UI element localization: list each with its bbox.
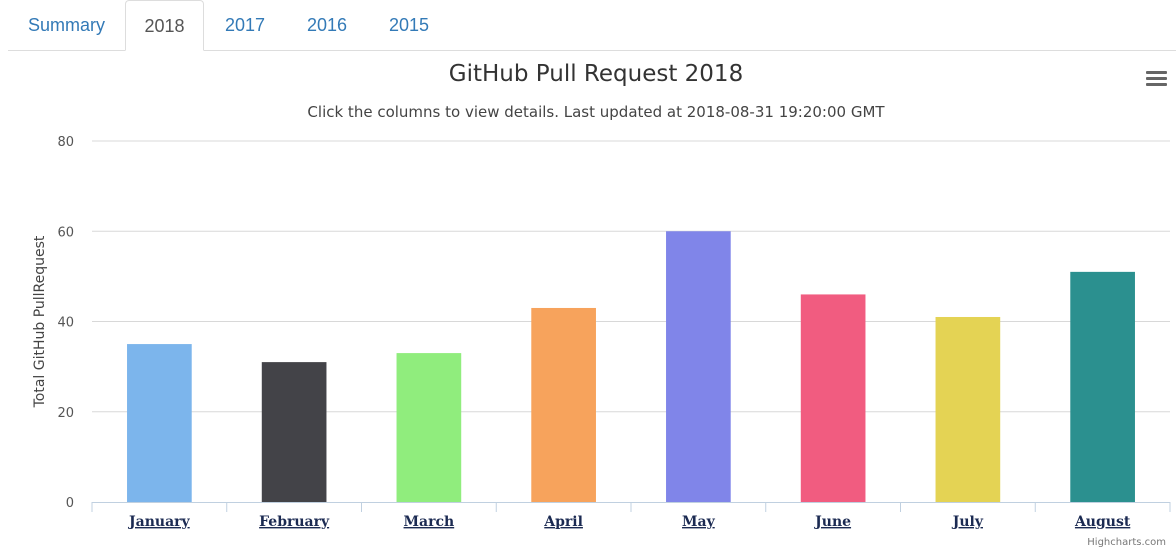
bar-february[interactable] — [261, 362, 327, 502]
year-tabs: Summary 2018 2017 2016 2015 — [8, 0, 1176, 51]
y-tick-label: 20 — [57, 406, 74, 421]
y-tick-label: 0 — [66, 496, 74, 511]
bar-july[interactable] — [935, 316, 1001, 502]
bar-june[interactable] — [800, 294, 866, 502]
chart-title: GitHub Pull Request 2018 — [449, 61, 743, 87]
pull-request-chart: GitHub Pull Request 2018 Click the colum… — [32, 61, 1171, 548]
x-tick-label-march[interactable]: March — [404, 514, 455, 530]
tab-2018[interactable]: 2018 — [125, 0, 204, 51]
tab-2017[interactable]: 2017 — [224, 15, 266, 35]
tab-2016[interactable]: 2016 — [306, 15, 348, 35]
x-axis — [91, 502, 1171, 512]
y-axis-label: Total GitHub PullRequest — [32, 235, 48, 408]
x-tick-label-february[interactable]: February — [259, 514, 330, 530]
chart-subtitle: Click the columns to view details. Last … — [307, 103, 885, 121]
y-axis-ticks: 0 20 40 60 80 — [57, 135, 74, 511]
tab-summary[interactable]: Summary — [27, 15, 105, 35]
bar-may[interactable] — [666, 231, 731, 502]
bar-august[interactable] — [1070, 271, 1135, 502]
highcharts-credits[interactable]: Highcharts.com — [1087, 537, 1166, 548]
y-gridlines — [92, 140, 1170, 413]
bar-march[interactable] — [396, 353, 462, 502]
hamburger-menu-icon[interactable] — [1144, 69, 1168, 91]
y-tick-label: 80 — [57, 135, 74, 150]
y-tick-label: 60 — [57, 225, 74, 240]
x-tick-label-july[interactable]: July — [951, 514, 984, 530]
x-tick-label-january[interactable]: January — [127, 514, 191, 530]
x-tick-label-june[interactable]: June — [813, 514, 851, 530]
x-tick-label-may[interactable]: May — [682, 514, 716, 530]
bar-series — [127, 231, 1135, 502]
y-tick-label: 40 — [57, 316, 74, 331]
x-tick-label-august[interactable]: August — [1074, 514, 1131, 530]
x-axis-ticks: January February March April May June July Augu… — [127, 514, 1131, 530]
x-tick-label-april[interactable]: April — [543, 514, 583, 530]
tab-2015[interactable]: 2015 — [388, 15, 430, 35]
bar-april[interactable] — [531, 307, 596, 502]
bar-january[interactable] — [127, 344, 192, 502]
